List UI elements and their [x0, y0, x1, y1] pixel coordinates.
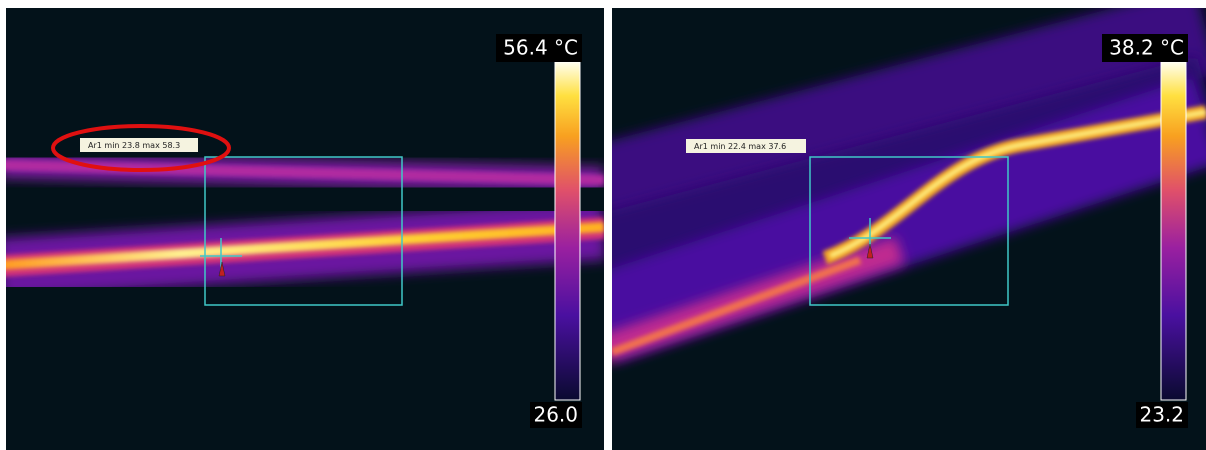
scale-min: 26.0 — [533, 403, 578, 427]
scale-max: 38.2 °C — [1109, 36, 1184, 60]
scale-max: 56.4 °C — [503, 36, 578, 60]
area-label: Ar1 min 22.4 max 37.6 — [694, 142, 786, 151]
area-label: Ar1 min 23.8 max 58.3 — [88, 141, 180, 150]
left-panel: Ar1 min 23.8 max 58.3 56.4 °C 26.0 — [6, 8, 604, 450]
right-panel: Ar1 min 22.4 max 37.6 38.2 °C 23.2 — [612, 8, 1206, 450]
scale-min: 23.2 — [1139, 403, 1184, 427]
